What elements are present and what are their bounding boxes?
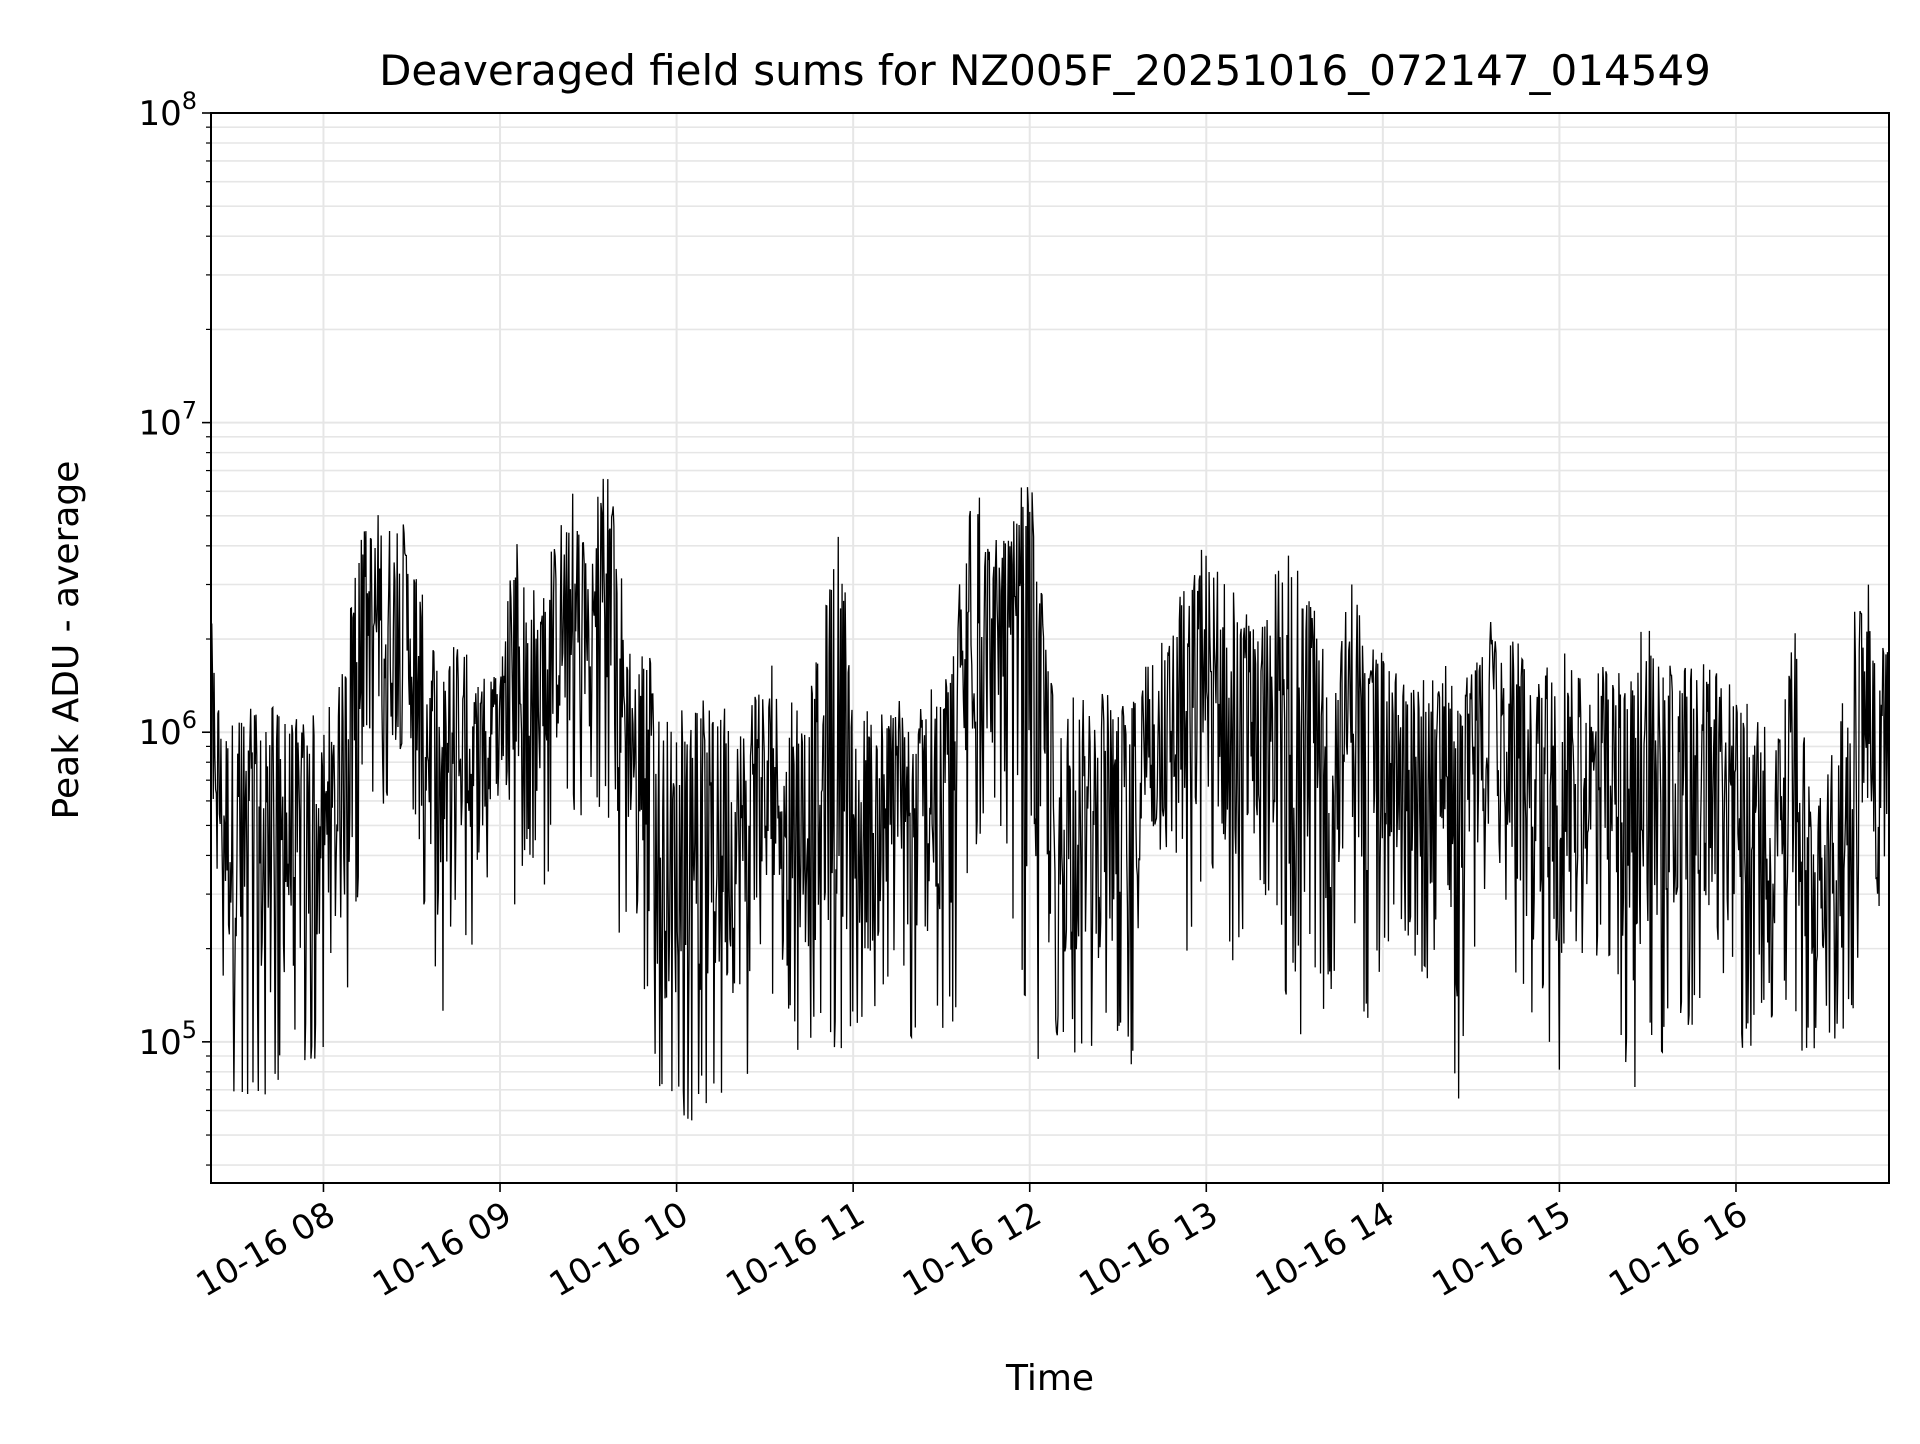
y-tick-label: 106 xyxy=(138,706,197,753)
y-axis: 105 106 107 108 xyxy=(138,87,211,1166)
y-tick-label: 107 xyxy=(138,397,197,444)
y-tick-label: 108 xyxy=(138,87,197,134)
plot-area xyxy=(210,478,1890,1121)
y-tick-label: 105 xyxy=(138,1016,197,1063)
axes-frame xyxy=(210,112,1890,1184)
x-axis-label: Time xyxy=(1005,1358,1094,1399)
series-line xyxy=(210,478,1890,1121)
grid-lines xyxy=(211,113,1889,1183)
chart-title: Deaveraged field sums for NZ005F_2025101… xyxy=(379,46,1711,95)
y-axis-label: Peak ADU - average xyxy=(46,461,87,820)
